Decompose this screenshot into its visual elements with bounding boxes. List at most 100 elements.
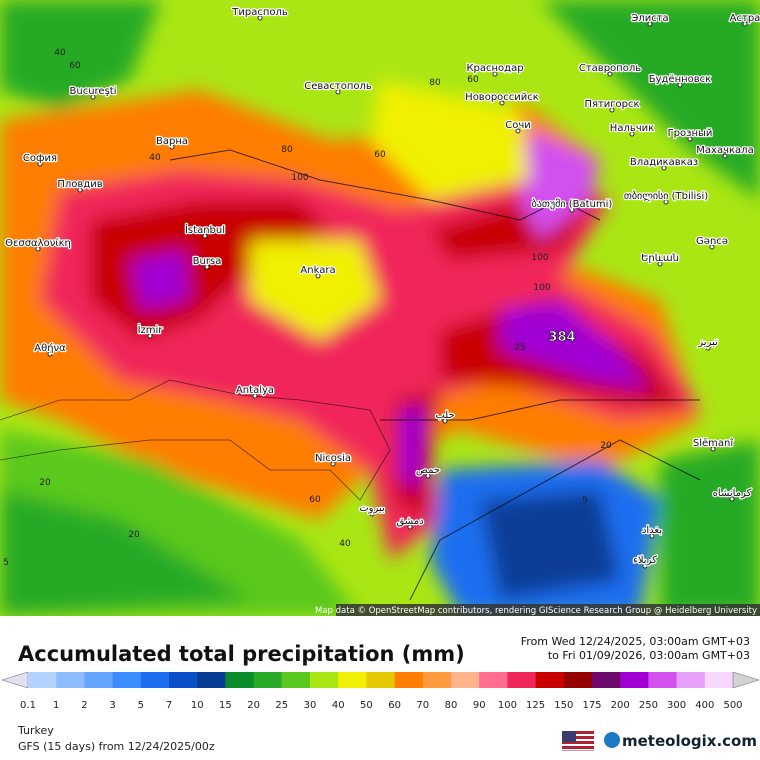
city-label: تبریز	[697, 337, 718, 348]
city-dot	[369, 511, 375, 517]
legend-tick-label: 5	[138, 700, 144, 711]
city-dot	[169, 144, 175, 150]
legend-tick-label: 15	[219, 700, 232, 711]
city-label: Antalya	[236, 385, 274, 396]
title: Accumulated total precipitation (mm)	[18, 642, 465, 666]
city-label: Пловдив	[57, 179, 102, 190]
city-dot	[77, 187, 83, 193]
attribution: Map data © OpenStreetMap contributors, r…	[315, 606, 757, 616]
city-label: كربلاء	[633, 555, 657, 566]
contour-label: 100	[533, 283, 550, 293]
map: Map data © OpenStreetMap contributors, r…	[0, 0, 760, 616]
city-label: Махачкала	[696, 145, 753, 156]
city-label: Пятигорск	[584, 99, 639, 110]
city-label: İstanbul	[185, 223, 225, 236]
legend-tick-label: 100	[498, 700, 517, 711]
legend-swatch	[704, 672, 734, 688]
legend-tick-label: 80	[445, 700, 458, 711]
contour-label: 5	[582, 496, 588, 506]
contour-label: 60	[69, 61, 81, 71]
city-label: حلب	[435, 410, 454, 421]
legend-swatch	[451, 672, 480, 688]
city-label: Севастополь	[304, 81, 372, 92]
city-label: ბათუმი (Batumi)	[532, 198, 613, 210]
legend-tick-label: 20	[247, 700, 260, 711]
city-label: Элиста	[631, 13, 668, 24]
legend-swatch	[620, 672, 649, 688]
city-dot	[315, 273, 321, 279]
city-dot	[202, 233, 208, 239]
city-dot	[407, 524, 413, 530]
legend-tick-label: 1	[53, 700, 59, 711]
legend-swatch	[253, 672, 283, 688]
city-dot	[515, 128, 521, 134]
city-dot	[722, 153, 728, 159]
city-dot	[729, 496, 735, 502]
city-label: Астра	[730, 13, 760, 24]
legend-tick-label: 90	[473, 700, 486, 711]
legend-swatch	[28, 672, 57, 688]
model: GFS (15 days) from 12/24/2025/00z	[18, 740, 215, 753]
city-label: بغداد	[642, 525, 662, 536]
city-label: Владикавказ	[630, 157, 698, 168]
legend-tick-label: 175	[582, 700, 601, 711]
city-dot	[90, 94, 96, 100]
legend-tick-label: 200	[611, 700, 630, 711]
city-label: Ankara	[300, 265, 335, 276]
logo-icon	[604, 732, 620, 748]
legend-tick-label: 70	[416, 700, 429, 711]
city-dot	[647, 21, 653, 27]
contour-label: 100	[291, 173, 308, 183]
flag	[562, 731, 594, 751]
period-to: to Fri 01/09/2026, 03:00am GMT+03	[548, 649, 750, 662]
city-label: Краснодар	[466, 63, 523, 74]
legend-swatch	[648, 672, 678, 688]
city-label: İzmir	[138, 323, 164, 336]
city-dot	[35, 246, 41, 252]
city-dot	[252, 393, 258, 399]
city-dot	[37, 161, 43, 167]
city-dot	[657, 261, 663, 267]
city-dot	[649, 533, 655, 539]
legend-swatch	[169, 672, 198, 688]
legend-tick-label: 60	[388, 700, 401, 711]
city-dot	[677, 82, 683, 88]
city-dot	[442, 418, 448, 424]
city-label: თბილისი (Tbilisi)	[624, 190, 708, 202]
city-dot	[629, 131, 635, 137]
legend-tick-label: 3	[109, 700, 115, 711]
city-dot	[47, 351, 53, 357]
city-dot	[425, 473, 431, 479]
city-dot	[499, 100, 505, 106]
city-dot	[335, 89, 341, 95]
legend-swatch	[479, 672, 508, 688]
contour-label: 40	[149, 153, 161, 163]
city-dot	[569, 207, 575, 213]
legend-tick-label: 125	[526, 700, 545, 711]
legend-tick-label: 30	[304, 700, 317, 711]
contour-label: 80	[281, 145, 293, 155]
city-label: Тирасполь	[231, 7, 288, 18]
city-label: دمشق	[396, 516, 423, 527]
city-label: София	[23, 153, 57, 164]
legend-swatch	[112, 672, 142, 688]
city-label: Nicosia	[315, 453, 351, 464]
city-dot	[607, 71, 613, 77]
city-dot	[661, 165, 667, 171]
city-label: Ставрополь	[579, 63, 641, 74]
city-dot	[742, 21, 748, 27]
city-label: Новороссийск	[465, 92, 539, 103]
legend-swatch	[592, 672, 621, 688]
city-label: Bucureşti	[70, 86, 117, 97]
city-dot	[609, 107, 615, 113]
legend-swatch	[338, 672, 367, 688]
period-from: From Wed 12/24/2025, 03:00am GMT+03	[521, 635, 750, 648]
city-dot	[492, 71, 498, 77]
legend-tick-label: 250	[639, 700, 658, 711]
legend-swatch	[422, 672, 452, 688]
city-label: كرمانشاه	[713, 488, 752, 499]
city-label: Грозный	[668, 128, 713, 139]
city-dot	[705, 345, 711, 351]
max-label: 384	[548, 330, 575, 345]
